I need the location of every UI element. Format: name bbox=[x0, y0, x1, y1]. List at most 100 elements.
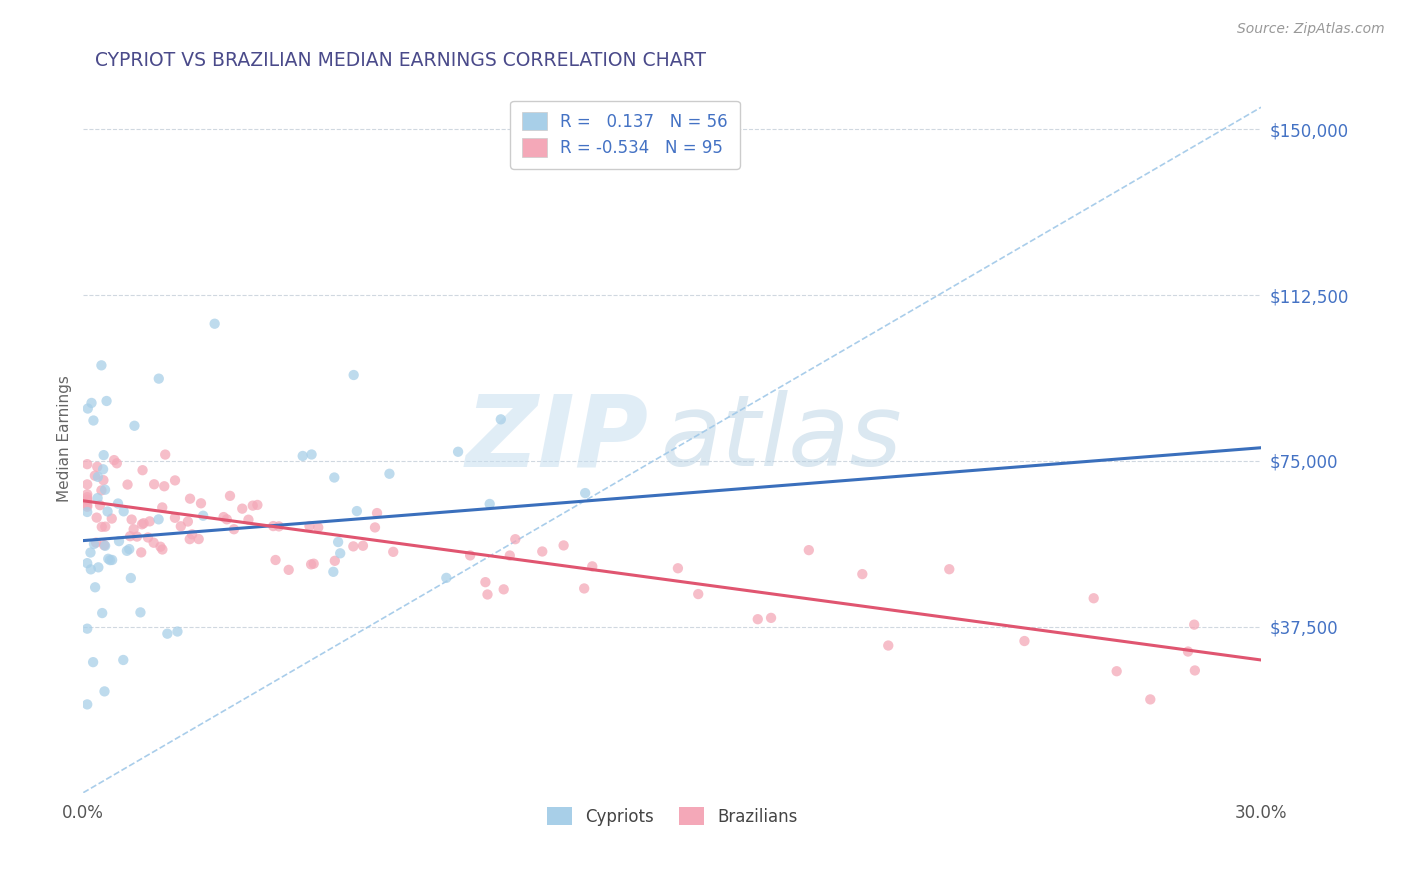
Point bbox=[91, 462, 114, 476]
Point bbox=[84, 580, 107, 594]
Point bbox=[93, 684, 115, 698]
Point bbox=[76, 500, 98, 514]
Point bbox=[1014, 634, 1036, 648]
Point bbox=[352, 539, 374, 553]
Point bbox=[87, 560, 110, 574]
Point bbox=[301, 448, 323, 462]
Point bbox=[76, 487, 98, 501]
Point bbox=[94, 519, 117, 533]
Point bbox=[366, 506, 388, 520]
Point bbox=[215, 512, 238, 526]
Point bbox=[177, 515, 200, 529]
Point bbox=[291, 449, 314, 463]
Point bbox=[1083, 591, 1105, 606]
Point bbox=[76, 477, 98, 491]
Point bbox=[94, 539, 117, 553]
Point bbox=[323, 470, 346, 484]
Point bbox=[121, 512, 143, 526]
Point bbox=[89, 498, 111, 512]
Text: atlas: atlas bbox=[661, 391, 903, 487]
Point bbox=[302, 557, 325, 571]
Point bbox=[98, 553, 121, 567]
Point bbox=[343, 368, 366, 382]
Point bbox=[115, 544, 138, 558]
Point bbox=[96, 394, 118, 409]
Point bbox=[155, 448, 177, 462]
Point bbox=[76, 490, 98, 504]
Point bbox=[262, 519, 284, 533]
Point bbox=[118, 542, 141, 557]
Point bbox=[76, 498, 98, 512]
Point bbox=[187, 532, 209, 546]
Point bbox=[574, 486, 596, 500]
Point bbox=[93, 448, 115, 462]
Point bbox=[851, 567, 873, 582]
Point bbox=[156, 626, 179, 640]
Point bbox=[87, 470, 110, 484]
Point bbox=[938, 562, 960, 576]
Point bbox=[76, 492, 98, 507]
Point bbox=[170, 519, 193, 533]
Point bbox=[93, 538, 115, 552]
Point bbox=[477, 587, 499, 601]
Point bbox=[90, 483, 112, 498]
Point bbox=[688, 587, 710, 601]
Point bbox=[148, 512, 170, 526]
Point bbox=[131, 463, 153, 477]
Point bbox=[581, 559, 603, 574]
Point bbox=[474, 575, 496, 590]
Point bbox=[499, 549, 522, 563]
Point bbox=[94, 483, 117, 497]
Point bbox=[108, 534, 131, 549]
Point bbox=[322, 565, 344, 579]
Point bbox=[190, 496, 212, 510]
Point bbox=[242, 499, 264, 513]
Point bbox=[797, 543, 820, 558]
Point bbox=[434, 571, 457, 585]
Point bbox=[1177, 644, 1199, 658]
Point bbox=[148, 371, 170, 385]
Point bbox=[492, 582, 515, 597]
Point bbox=[342, 540, 364, 554]
Point bbox=[666, 561, 689, 575]
Point bbox=[219, 489, 242, 503]
Point bbox=[131, 517, 153, 532]
Point bbox=[105, 456, 128, 470]
Point bbox=[80, 562, 103, 576]
Point bbox=[82, 413, 104, 427]
Point bbox=[80, 396, 103, 410]
Point bbox=[1182, 617, 1205, 632]
Point bbox=[112, 504, 135, 518]
Point bbox=[231, 501, 253, 516]
Point bbox=[747, 612, 769, 626]
Point bbox=[136, 531, 159, 545]
Text: CYPRIOT VS BRAZILIAN MEDIAN EARNINGS CORRELATION CHART: CYPRIOT VS BRAZILIAN MEDIAN EARNINGS COR… bbox=[96, 51, 706, 70]
Point bbox=[76, 505, 98, 519]
Point bbox=[76, 698, 98, 712]
Point bbox=[378, 467, 401, 481]
Point bbox=[531, 544, 554, 558]
Point bbox=[129, 545, 152, 559]
Point bbox=[326, 535, 349, 549]
Point bbox=[149, 540, 172, 554]
Point bbox=[150, 500, 173, 515]
Point bbox=[90, 359, 112, 373]
Point bbox=[163, 510, 186, 524]
Point bbox=[112, 653, 135, 667]
Point bbox=[264, 553, 287, 567]
Text: Source: ZipAtlas.com: Source: ZipAtlas.com bbox=[1237, 22, 1385, 37]
Point bbox=[179, 532, 201, 546]
Point bbox=[117, 477, 139, 491]
Point bbox=[83, 468, 105, 483]
Point bbox=[76, 401, 98, 416]
Point bbox=[93, 473, 115, 487]
Point bbox=[84, 535, 107, 549]
Point bbox=[179, 491, 201, 506]
Point bbox=[142, 535, 165, 549]
Point bbox=[129, 606, 152, 620]
Y-axis label: Median Earnings: Median Earnings bbox=[58, 376, 72, 502]
Point bbox=[298, 519, 321, 533]
Point bbox=[572, 582, 595, 596]
Point bbox=[107, 496, 129, 510]
Point bbox=[299, 558, 322, 572]
